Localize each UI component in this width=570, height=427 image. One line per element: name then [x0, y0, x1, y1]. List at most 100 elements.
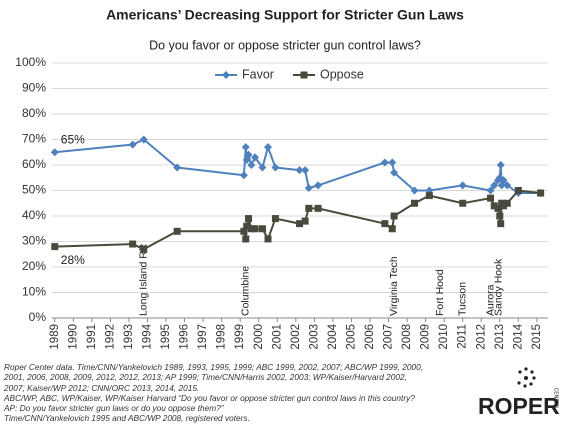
marker [128, 140, 137, 149]
marker [243, 222, 251, 230]
logo-sub: CENTER [553, 388, 559, 409]
x-tick-label: 1992 [104, 324, 116, 350]
marker [258, 163, 267, 172]
x-tick-label: 1989 [49, 324, 61, 350]
marker [497, 220, 505, 228]
event-label: Sandy Hook [493, 258, 505, 316]
x-tick-label: 2007 [383, 324, 395, 350]
x-tick-label: 1990 [67, 324, 79, 350]
series-line [54, 138, 541, 195]
y-tick-label: 60% [22, 157, 46, 171]
y-tick-label: 10% [22, 285, 46, 299]
marker [129, 240, 137, 248]
x-tick-label: 1994 [142, 323, 154, 349]
logo-dot [518, 370, 522, 374]
chart-subtitle: Do you favor or oppose stricter gun cont… [149, 38, 421, 52]
marker [304, 183, 313, 192]
marker [296, 220, 304, 228]
event-label: Fort Hood [434, 269, 446, 316]
x-tick-label: 2006 [364, 324, 376, 350]
marker [251, 153, 260, 162]
marker [314, 204, 322, 212]
marker [301, 217, 309, 225]
marker [264, 235, 272, 243]
x-tick-label: 1997 [197, 324, 209, 350]
marker [50, 148, 59, 157]
event-label: Columbine [240, 266, 252, 316]
marker [410, 199, 418, 207]
marker [247, 161, 256, 169]
x-tick-label: 1999 [234, 324, 246, 350]
y-tick-label: 30% [22, 234, 46, 248]
marker [139, 135, 148, 144]
notes: Roper Center data. Time/CNN/Yankelovich … [4, 362, 424, 424]
marker [494, 204, 502, 212]
x-tick-label: 1998 [216, 324, 228, 350]
y-tick-label: 0% [29, 310, 47, 324]
x-tick-label: 1995 [160, 324, 172, 350]
value-label: 28% [61, 253, 85, 267]
marker [388, 158, 397, 167]
series-line [54, 189, 541, 251]
marker [301, 166, 310, 175]
x-tick-label: 1991 [86, 324, 98, 350]
note: Roper Center data. Time/CNN/Yankelovich … [4, 362, 424, 393]
marker [486, 186, 495, 195]
marker [258, 225, 266, 233]
marker [458, 181, 467, 190]
logo-dot [524, 376, 528, 380]
marker [537, 189, 545, 197]
x-tick-label: 2005 [345, 324, 357, 350]
x-tick-label: 1993 [123, 324, 135, 350]
marker [244, 150, 253, 159]
marker [496, 161, 505, 169]
value-label: 65% [61, 132, 85, 146]
marker [490, 202, 498, 210]
x-tick-label: 2004 [327, 323, 339, 349]
legend-label: Oppose [320, 67, 364, 81]
marker [388, 225, 396, 233]
x-tick-label: 2009 [420, 324, 432, 350]
logo-dot [523, 384, 527, 388]
y-tick-label: 20% [22, 259, 46, 273]
marker [241, 143, 250, 152]
marker [240, 227, 248, 235]
marker [499, 202, 507, 210]
y-tick-label: 70% [22, 132, 46, 146]
marker [247, 225, 255, 233]
x-tick-label: 2012 [475, 324, 487, 350]
y-tick-label: 90% [22, 81, 46, 95]
x-tick-label: 2014 [512, 323, 524, 349]
marker [514, 187, 522, 194]
marker [264, 143, 273, 152]
marker [295, 166, 304, 175]
y-tick-label: 50% [22, 183, 46, 197]
chart-title: Americans’ Decreasing Support for Strict… [106, 7, 464, 23]
legend-label: Favor [242, 67, 274, 81]
marker [487, 194, 495, 202]
event-label: Virginia Tech [388, 256, 400, 316]
x-tick-label: 2001 [271, 324, 283, 350]
marker [459, 199, 467, 207]
event-label: Aurora [484, 284, 496, 316]
note: AP: Do you favor stricter gun laws or do… [4, 403, 224, 414]
logo-dot [530, 370, 534, 374]
y-tick-label: 40% [22, 208, 46, 222]
y-tick-label: 100% [15, 55, 46, 69]
marker [503, 199, 511, 207]
marker [245, 215, 253, 223]
marker [271, 215, 279, 223]
x-tick-label: 2000 [253, 324, 265, 350]
x-tick-label: 2002 [290, 324, 302, 350]
note: Time/CNN/Yankelovich 1995 and ABC/WP 200… [4, 413, 250, 424]
marker [305, 204, 313, 212]
marker [381, 220, 389, 228]
x-tick-label: 2013 [494, 324, 506, 350]
marker [390, 168, 399, 177]
marker [503, 181, 512, 190]
legend-marker [300, 71, 308, 79]
marker [51, 243, 59, 251]
logo-dots [517, 367, 536, 388]
